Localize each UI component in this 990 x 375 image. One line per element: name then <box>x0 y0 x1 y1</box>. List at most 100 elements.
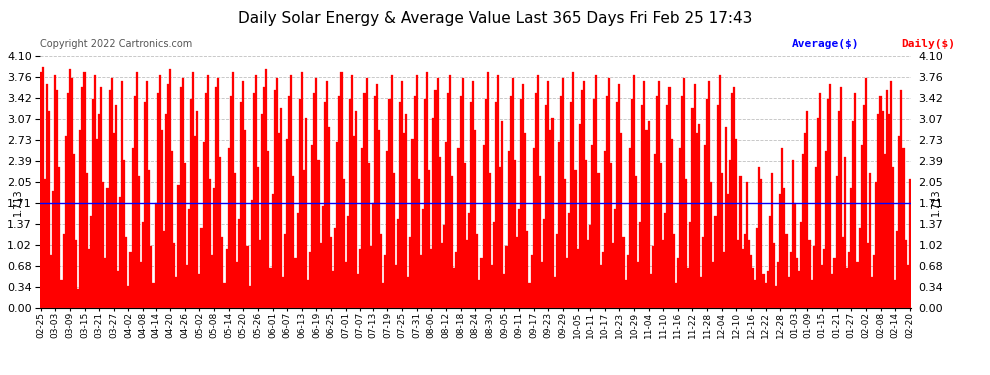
Bar <box>506 246 508 308</box>
Bar <box>574 170 576 308</box>
Bar <box>860 145 862 308</box>
Bar <box>148 170 150 308</box>
Bar <box>236 261 238 308</box>
Bar <box>324 102 326 308</box>
Bar <box>834 258 836 308</box>
Bar <box>109 90 111 308</box>
Bar <box>357 274 359 308</box>
Bar <box>252 93 254 308</box>
Bar <box>282 277 284 308</box>
Bar <box>113 133 115 308</box>
Bar <box>345 261 346 308</box>
Bar <box>531 255 533 308</box>
Bar <box>140 261 142 308</box>
Bar <box>107 188 109 308</box>
Bar <box>535 93 537 308</box>
Bar <box>796 258 798 308</box>
Bar <box>591 145 593 308</box>
Bar <box>683 78 685 308</box>
Bar <box>62 234 64 308</box>
Bar <box>433 117 435 308</box>
Bar <box>858 228 860 308</box>
Bar <box>60 280 62 308</box>
Bar <box>169 69 171 308</box>
Bar <box>694 84 696 308</box>
Bar <box>320 243 322 308</box>
Bar <box>760 179 762 308</box>
Bar <box>466 240 468 308</box>
Bar <box>265 69 267 308</box>
Bar <box>303 170 305 308</box>
Bar <box>909 179 911 308</box>
Bar <box>297 213 299 308</box>
Bar <box>537 75 539 308</box>
Bar <box>134 96 136 308</box>
Bar <box>470 102 472 308</box>
Bar <box>850 188 852 308</box>
Bar <box>794 203 796 308</box>
Bar <box>612 243 614 308</box>
Bar <box>217 78 219 308</box>
Bar <box>508 151 510 308</box>
Bar <box>544 219 545 308</box>
Bar <box>892 166 894 308</box>
Bar <box>44 179 46 308</box>
Bar <box>518 210 520 308</box>
Bar <box>58 166 60 308</box>
Bar <box>493 222 495 308</box>
Bar <box>602 252 604 308</box>
Bar <box>702 237 704 308</box>
Bar <box>640 222 642 308</box>
Bar <box>664 213 666 308</box>
Bar <box>42 67 44 308</box>
Bar <box>269 268 271 308</box>
Bar <box>645 130 647 308</box>
Bar <box>399 102 401 308</box>
Bar <box>403 133 405 308</box>
Bar <box>46 84 48 308</box>
Bar <box>497 75 499 308</box>
Bar <box>771 172 773 308</box>
Bar <box>484 99 487 308</box>
Bar <box>451 176 453 308</box>
Bar <box>384 255 386 308</box>
Bar <box>578 124 581 308</box>
Bar <box>619 84 621 308</box>
Bar <box>884 154 886 308</box>
Bar <box>773 243 775 308</box>
Bar <box>200 228 203 308</box>
Bar <box>698 124 700 308</box>
Bar <box>572 72 574 308</box>
Bar <box>367 164 369 308</box>
Bar <box>668 87 670 308</box>
Bar <box>391 75 393 308</box>
Bar <box>52 191 54 308</box>
Bar <box>75 240 77 308</box>
Bar <box>533 148 535 308</box>
Bar <box>738 240 740 308</box>
Bar <box>727 194 729 308</box>
Bar <box>186 265 188 308</box>
Bar <box>71 78 73 308</box>
Bar <box>907 265 909 308</box>
Bar <box>273 90 275 308</box>
Bar <box>165 114 167 308</box>
Bar <box>740 176 742 308</box>
Bar <box>478 280 480 308</box>
Bar <box>625 280 627 308</box>
Bar <box>420 255 422 308</box>
Bar <box>742 249 743 308</box>
Bar <box>386 151 388 308</box>
Bar <box>234 172 236 308</box>
Bar <box>48 111 50 308</box>
Bar <box>198 274 200 308</box>
Bar <box>775 286 777 308</box>
Bar <box>616 102 619 308</box>
Bar <box>564 179 566 308</box>
Bar <box>890 81 892 308</box>
Text: 1.713: 1.713 <box>13 189 23 216</box>
Bar <box>267 151 269 308</box>
Bar <box>96 139 98 308</box>
Bar <box>330 237 332 308</box>
Bar <box>449 75 451 308</box>
